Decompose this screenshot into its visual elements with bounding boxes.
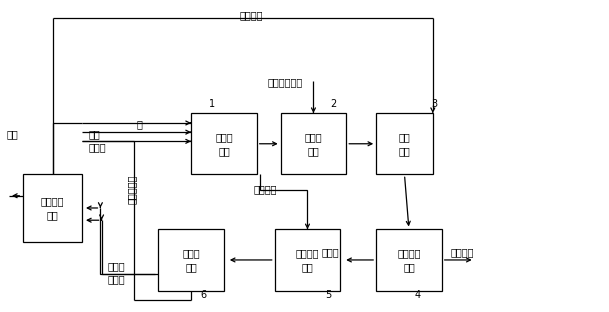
Text: 氧气: 氧气 [88, 129, 100, 139]
Text: 碳酸钙: 碳酸钙 [88, 143, 106, 153]
Text: 二氧化碳
回收: 二氧化碳 回收 [296, 248, 319, 272]
Text: 3: 3 [432, 99, 438, 109]
Text: 氢气: 氢气 [6, 129, 18, 139]
Text: 二氧化碳: 二氧化碳 [254, 185, 277, 195]
Text: 电解制碱
装置: 电解制碱 装置 [41, 196, 65, 220]
Text: 皂化液: 皂化液 [322, 247, 339, 257]
Text: 2: 2 [330, 99, 336, 109]
Text: 待氯醇化原料: 待氯醇化原料 [267, 78, 303, 88]
Text: 1: 1 [209, 99, 215, 109]
Text: 氯化钠
水溶液: 氯化钠 水溶液 [108, 261, 125, 285]
Text: 碳酸钙
分离: 碳酸钙 分离 [182, 248, 200, 272]
Bar [158, 229, 224, 290]
Bar [23, 174, 82, 241]
Text: 氢氧化钠: 氢氧化钠 [239, 10, 262, 20]
Text: 6: 6 [200, 290, 206, 300]
Text: 皂化
反应: 皂化 反应 [399, 132, 410, 156]
Text: 环氧化物: 环氧化物 [451, 247, 474, 257]
Text: 4: 4 [415, 290, 421, 300]
Text: 水: 水 [136, 119, 142, 129]
Bar [281, 113, 347, 174]
Bar [275, 229, 340, 290]
Bar [376, 229, 442, 290]
Text: 环氧化物
分离: 环氧化物 分离 [397, 248, 421, 272]
Text: 氯醇化
反应: 氯醇化 反应 [304, 132, 322, 156]
Text: 次氯酸
反应: 次氯酸 反应 [215, 132, 233, 156]
Text: 5: 5 [325, 290, 331, 300]
Text: 循环碳酸钙: 循环碳酸钙 [127, 175, 136, 204]
Bar [376, 113, 433, 174]
Bar [191, 113, 257, 174]
